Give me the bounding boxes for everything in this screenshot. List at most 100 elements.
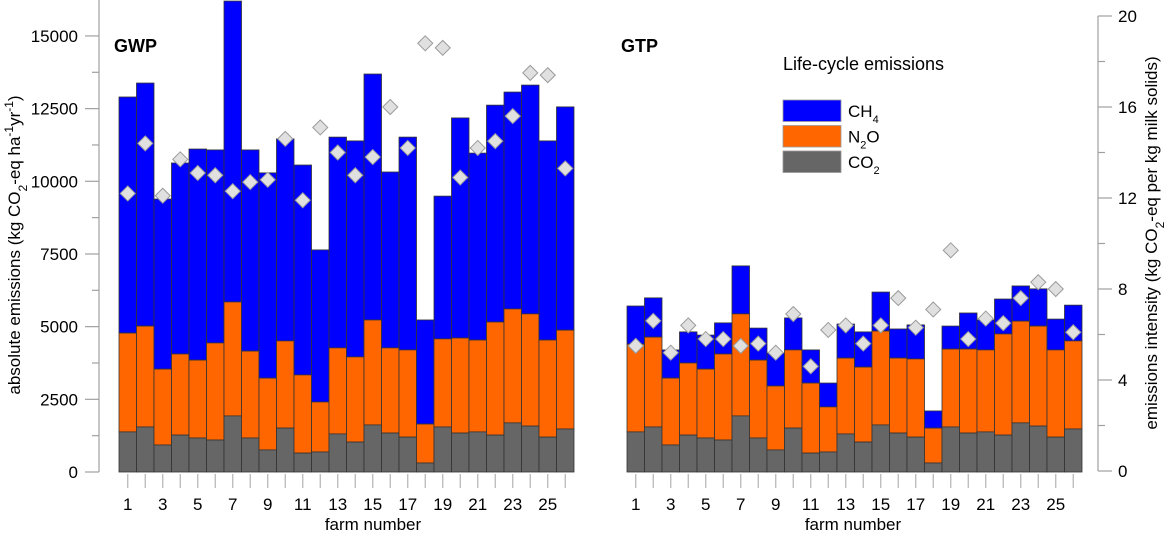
x-axis-tick-label: 3 xyxy=(666,495,675,514)
intensity-marker-farm-4 xyxy=(680,317,697,334)
bar-co2-farm-17 xyxy=(398,436,417,473)
bar-ch4-farm-10 xyxy=(276,138,295,342)
intensity-marker-farm-11 xyxy=(802,358,819,375)
bar-ch4-farm-19 xyxy=(941,325,960,350)
bar-ch4-farm-9 xyxy=(258,172,277,379)
intensity-marker-farm-17 xyxy=(907,319,924,336)
x-axis-tick-label: 1 xyxy=(123,495,132,514)
bar-n2o-farm-17 xyxy=(398,349,417,438)
left-y-axis: 0 2500 5000 7500 10000 12500 15000 xyxy=(31,0,100,482)
legend-title: Life-cycle emissions xyxy=(783,54,944,74)
bar-n2o-farm-6 xyxy=(206,342,225,441)
intensity-marker-farm-10 xyxy=(277,130,294,148)
bar-n2o-farm-23 xyxy=(1011,320,1030,424)
intensity-marker-farm-24 xyxy=(1030,273,1047,291)
bar-n2o-farm-8 xyxy=(749,359,768,439)
bar-n2o-farm-19 xyxy=(941,348,960,428)
bar-ch4-farm-7 xyxy=(223,0,242,303)
bar-co2-farm-10 xyxy=(784,427,803,473)
bar-co2-farm-8 xyxy=(749,437,768,473)
bar-co2-farm-14 xyxy=(854,441,873,473)
intensity-marker-farm-15 xyxy=(872,317,889,334)
x-axis-tick-label: 13 xyxy=(328,495,347,514)
intensity-marker-farm-22 xyxy=(487,132,504,150)
bar-ch4-farm-24 xyxy=(521,84,540,315)
bar-n2o-farm-18 xyxy=(924,427,943,464)
bar-co2-farm-3 xyxy=(661,444,680,473)
bar-co2-farm-2 xyxy=(644,426,663,473)
intensity-marker-farm-14 xyxy=(347,167,364,184)
x-axis-tick-label: 21 xyxy=(468,495,487,514)
bar-co2-farm-14 xyxy=(346,441,365,473)
left-axis-tick-label: 15000 xyxy=(31,27,78,46)
intensity-marker-farm-12 xyxy=(312,119,329,136)
bar-n2o-farm-17 xyxy=(906,358,925,438)
intensity-marker-farm-25 xyxy=(539,66,556,84)
bar-n2o-farm-13 xyxy=(836,357,855,435)
right-axis-tick-label: 20 xyxy=(1118,7,1137,26)
bar-n2o-farm-26 xyxy=(1064,340,1083,430)
bar-co2-farm-8 xyxy=(241,437,260,473)
bar-co2-farm-2 xyxy=(136,426,155,473)
intensity-marker-farm-23 xyxy=(504,107,521,125)
bar-n2o-farm-4 xyxy=(679,362,698,436)
bar-co2-farm-18 xyxy=(416,462,435,473)
bar-n2o-farm-7 xyxy=(731,313,750,417)
intensity-marker-farm-24 xyxy=(522,64,539,82)
x-axis-tick-label: 11 xyxy=(802,495,820,514)
x-axis-tick-label: 23 xyxy=(503,495,522,514)
bar-n2o-farm-13 xyxy=(328,347,347,435)
bar-co2-farm-19 xyxy=(433,426,452,473)
bar-co2-farm-5 xyxy=(188,437,207,473)
x-axis-tick-label: 5 xyxy=(701,495,710,514)
axis-title-part: -eq per kg milk solids) xyxy=(1142,56,1161,221)
bar-co2-farm-11 xyxy=(293,452,312,473)
bar-co2-farm-3 xyxy=(153,444,172,473)
bar-ch4-farm-18 xyxy=(416,319,435,425)
bar-n2o-farm-19 xyxy=(433,338,452,428)
bar-n2o-farm-2 xyxy=(136,325,155,428)
bar-co2-farm-15 xyxy=(363,424,382,473)
bar-ch4-farm-13 xyxy=(328,136,347,349)
x-axis-tick-label: 21 xyxy=(976,495,995,514)
bar-ch4-farm-19 xyxy=(433,195,452,340)
bar-n2o-farm-15 xyxy=(871,330,890,426)
intensity-marker-farm-9 xyxy=(767,344,784,361)
intensity-marker-farm-8 xyxy=(750,335,767,352)
bar-ch4-farm-25 xyxy=(538,140,557,341)
intensity-marker-farm-11 xyxy=(294,192,311,209)
bar-ch4-farm-12 xyxy=(311,249,330,403)
bar-n2o-farm-5 xyxy=(188,359,207,439)
intensity-marker-farm-16 xyxy=(382,98,399,116)
panel-gtp: 1 3 5 7 9 11 13 15 17 19 21 23 25 xyxy=(626,242,1083,514)
axis-title-part: 2 xyxy=(1153,221,1167,228)
bar-co2-farm-16 xyxy=(889,432,908,473)
axis-title-part: -1 xyxy=(2,101,16,112)
right-axis-tick-label: 4 xyxy=(1118,371,1127,390)
bar-co2-farm-21 xyxy=(976,431,995,473)
axis-title-part: ) xyxy=(5,95,24,101)
right-y-axis: 0 4 8 12 16 20 xyxy=(1097,7,1137,481)
bar-n2o-farm-3 xyxy=(153,368,172,446)
intensity-marker-farm-25 xyxy=(1047,280,1064,298)
axis-title-part: emissions intensity (kg CO xyxy=(1142,228,1161,429)
x-axis-tick-label: 17 xyxy=(906,495,925,514)
intensity-marker-farm-23 xyxy=(1012,289,1029,307)
bar-co2-farm-10 xyxy=(276,427,295,473)
intensity-marker-farm-2 xyxy=(645,312,662,330)
bar-n2o-farm-25 xyxy=(538,339,557,438)
intensity-marker-farm-1 xyxy=(627,337,644,355)
intensity-marker-farm-26 xyxy=(1065,324,1082,341)
bar-n2o-farm-16 xyxy=(889,357,908,434)
intensity-marker-farm-19 xyxy=(942,242,959,259)
bar-ch4-farm-1 xyxy=(118,96,137,334)
bar-co2-farm-7 xyxy=(731,415,750,473)
intensity-marker-farm-18 xyxy=(417,35,434,52)
bar-co2-farm-22 xyxy=(486,434,505,473)
bar-co2-farm-1 xyxy=(118,431,137,473)
bar-n2o-farm-5 xyxy=(696,368,715,439)
intensity-marker-farm-2 xyxy=(137,135,154,152)
bar-co2-farm-6 xyxy=(206,439,225,473)
bar-co2-farm-21 xyxy=(468,431,487,473)
bar-n2o-farm-22 xyxy=(486,321,505,436)
